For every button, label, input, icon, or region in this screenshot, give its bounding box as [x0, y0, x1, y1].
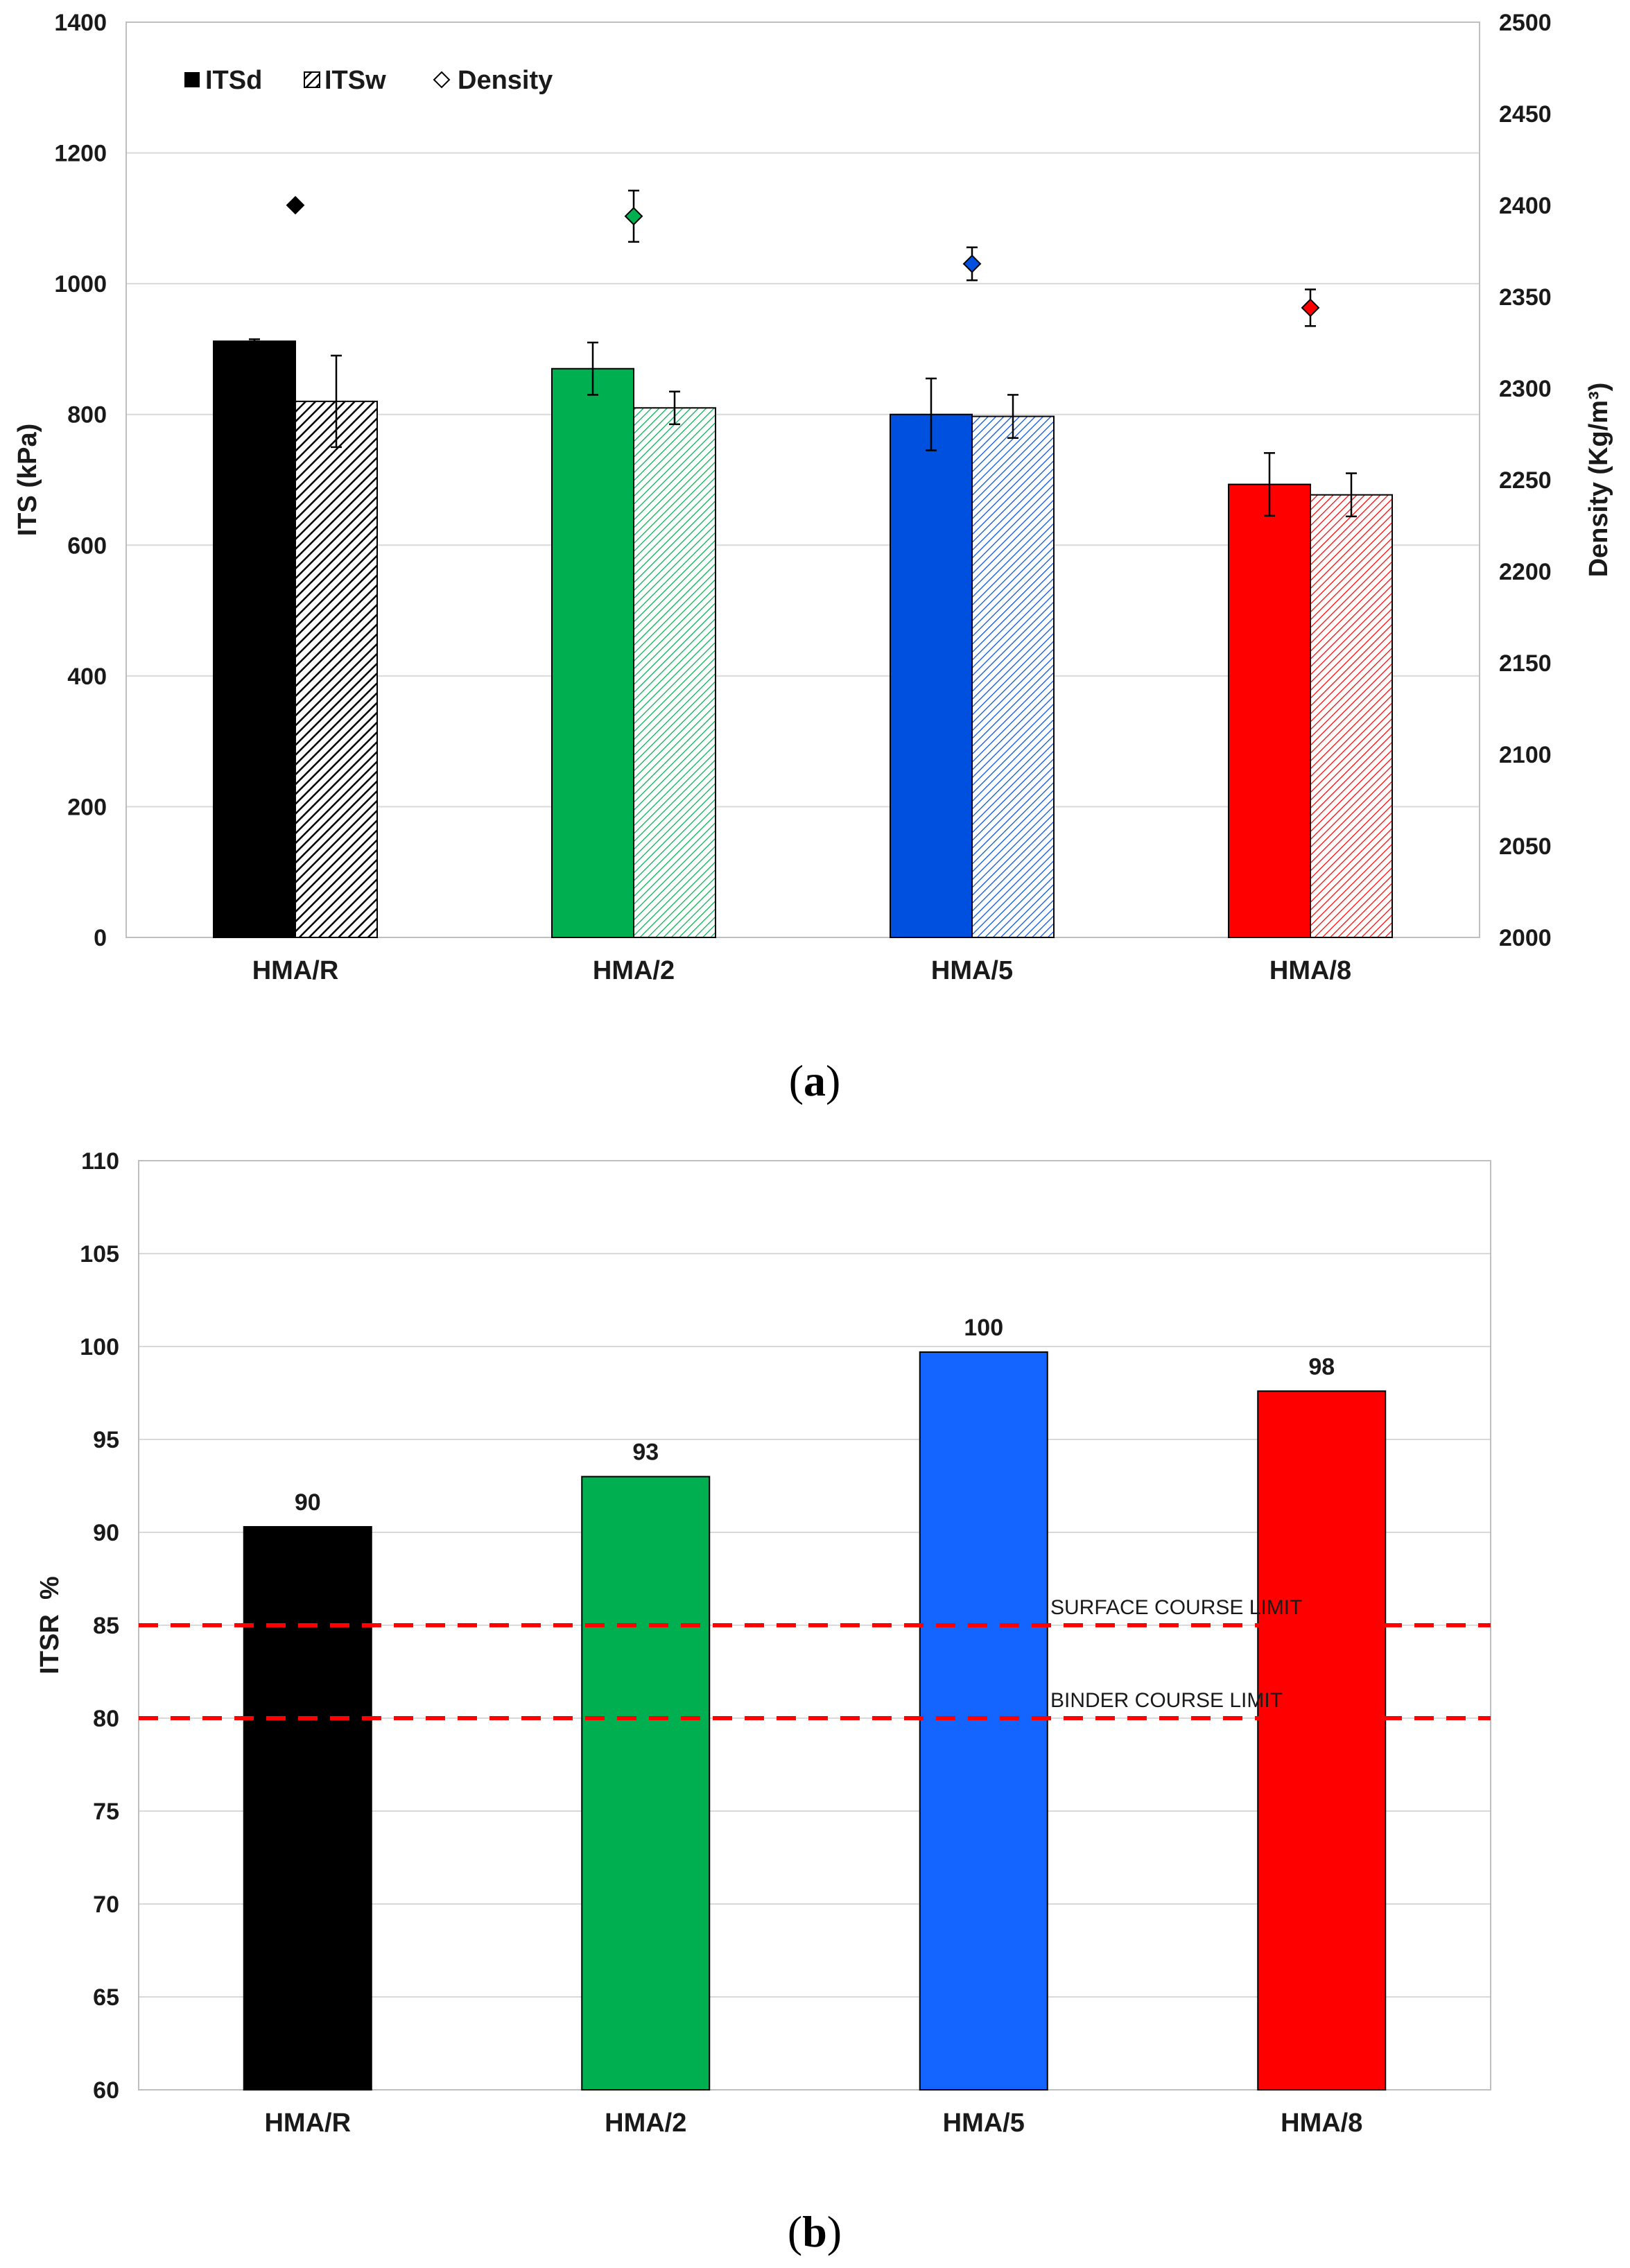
- chart-b-category-labels: HMA/R HMA/2 HMA/5 HMA/8: [264, 2109, 1362, 2138]
- y2-tick-label: 2350: [1499, 284, 1552, 311]
- y-tick-label: 65: [93, 1984, 119, 2011]
- density-point-hma-r: [286, 196, 305, 215]
- density-point-hma-5: [962, 254, 982, 273]
- category-label: HMA/2: [593, 956, 675, 985]
- chart-a-y-axis-title: ITS (kPa): [13, 424, 42, 537]
- y2-tick-label: 2400: [1499, 193, 1552, 219]
- caption-a-letter: a: [804, 1056, 826, 1105]
- density-point-hma-8: [1301, 298, 1320, 318]
- y-tick-label: 800: [67, 402, 107, 429]
- caption-a: (a): [789, 1056, 841, 1105]
- chart-b-bars: [243, 1351, 1387, 2091]
- category-label: HMA/8: [1269, 956, 1351, 985]
- y-tick-label: 105: [80, 1241, 119, 1267]
- chart-b: 60 65 70 75 80 85 90 95 100 105 110 90 93 100 98 SURF…: [35, 1148, 1491, 2138]
- data-label: 90: [295, 1489, 321, 1516]
- chart-a-legend: ITSd ITSw Density: [184, 66, 553, 95]
- bar-itsd-hma-5: [890, 413, 973, 938]
- y-tick-label: 80: [93, 1706, 119, 1732]
- bar-itsr-hma-2: [581, 1475, 711, 2091]
- category-label: HMA/2: [605, 2109, 686, 2138]
- y2-tick-label: 2100: [1499, 742, 1552, 768]
- category-label: HMA/8: [1281, 2109, 1362, 2138]
- y-tick-label: 200: [67, 794, 107, 820]
- surface-course-limit-label: SURFACE COURSE LIMIT: [1050, 1596, 1302, 1619]
- legend-itsw-swatch: [304, 71, 320, 88]
- y-tick-label: 110: [81, 1148, 119, 1175]
- data-label: 93: [632, 1439, 659, 1466]
- y-tick-label: 100: [80, 1334, 119, 1360]
- y-tick-label: 95: [93, 1427, 119, 1453]
- caption-b: (b): [788, 2207, 842, 2256]
- y-tick-label: 1400: [54, 10, 107, 36]
- bar-itsw-hma-2: [633, 407, 716, 938]
- bar-itsw-hma-5: [971, 415, 1055, 938]
- y-tick-label: 0: [94, 925, 107, 951]
- y2-tick-label: 2050: [1499, 833, 1552, 860]
- chart-b-reference-lines: SURFACE COURSE LIMIT BINDER COURSE LIMIT: [139, 1596, 1491, 1720]
- chart-a-density-points: [286, 196, 1320, 318]
- y-tick-label: 1000: [54, 271, 107, 297]
- data-label: 100: [964, 1315, 1003, 1341]
- bar-itsw-hma-r: [295, 400, 378, 938]
- density-point-hma-2: [624, 207, 643, 226]
- y2-tick-label: 2500: [1499, 10, 1552, 36]
- y-tick-label: 75: [93, 1799, 119, 1825]
- legend-itsw-label: ITSw: [324, 66, 386, 95]
- bar-itsd-hma-r: [213, 340, 296, 939]
- y2-tick-label: 2150: [1499, 650, 1552, 677]
- y-tick-label: 85: [93, 1613, 119, 1639]
- y2-tick-label: 2000: [1499, 925, 1552, 951]
- y-tick-label: 60: [93, 2077, 119, 2104]
- chart-a-y2-axis-title: Density (Kg/m³): [1584, 383, 1613, 578]
- bar-itsr-hma-r: [243, 1525, 372, 2090]
- category-label: HMA/R: [264, 2109, 351, 2138]
- y-tick-label: 70: [93, 1892, 119, 1918]
- legend-itsd-label: ITSd: [205, 66, 262, 95]
- y-tick-label: 400: [67, 664, 107, 690]
- y-tick-label: 90: [93, 1520, 119, 1546]
- legend-density-marker: [433, 71, 451, 89]
- y-tick-label: 1200: [54, 141, 107, 167]
- chart-a-plot-frame: [125, 21, 1480, 938]
- chart-b-data-labels: 90 93 100 98: [295, 1315, 1335, 1516]
- bar-itsr-hma-8: [1257, 1390, 1387, 2090]
- chart-a-y-ticks: 0 200 400 600 800 1000 1200 1400: [54, 10, 107, 951]
- legend-itsd-swatch: [184, 72, 200, 87]
- legend-density-label: Density: [458, 66, 553, 95]
- y2-tick-label: 2450: [1499, 101, 1552, 128]
- bar-itsd-hma-2: [551, 367, 634, 938]
- chart-a-error-bars: [249, 189, 1357, 518]
- y2-tick-label: 2300: [1499, 376, 1552, 402]
- chart-b-y-ticks: 60 65 70 75 80 85 90 95 100 105 110: [80, 1148, 119, 2104]
- chart-a-bars: [213, 340, 1393, 939]
- caption-b-letter: b: [802, 2207, 827, 2256]
- category-label: HMA/5: [931, 956, 1013, 985]
- bar-itsr-hma-5: [919, 1351, 1048, 2090]
- chart-a: 0 200 400 600 800 1000 1200 1400 2000 2050 2100 21…: [13, 10, 1613, 985]
- bar-itsd-hma-8: [1228, 483, 1311, 938]
- data-label: 98: [1308, 1353, 1335, 1380]
- chart-a-category-labels: HMA/R HMA/2 HMA/5 HMA/8: [252, 956, 1351, 985]
- bar-itsw-hma-8: [1310, 494, 1393, 938]
- chart-b-y-axis-title: ITSR %: [35, 1576, 64, 1674]
- category-label: HMA/R: [252, 956, 339, 985]
- y2-tick-label: 2200: [1499, 559, 1552, 585]
- binder-course-limit-label: BINDER COURSE LIMIT: [1050, 1689, 1283, 1712]
- y2-tick-label: 2250: [1499, 467, 1552, 494]
- category-label: HMA/5: [943, 2109, 1025, 2138]
- y-tick-label: 600: [67, 533, 107, 559]
- chart-a-y2-ticks: 2000 2050 2100 2150 2200 2250 2300 2350 2400 2450…: [1499, 10, 1552, 951]
